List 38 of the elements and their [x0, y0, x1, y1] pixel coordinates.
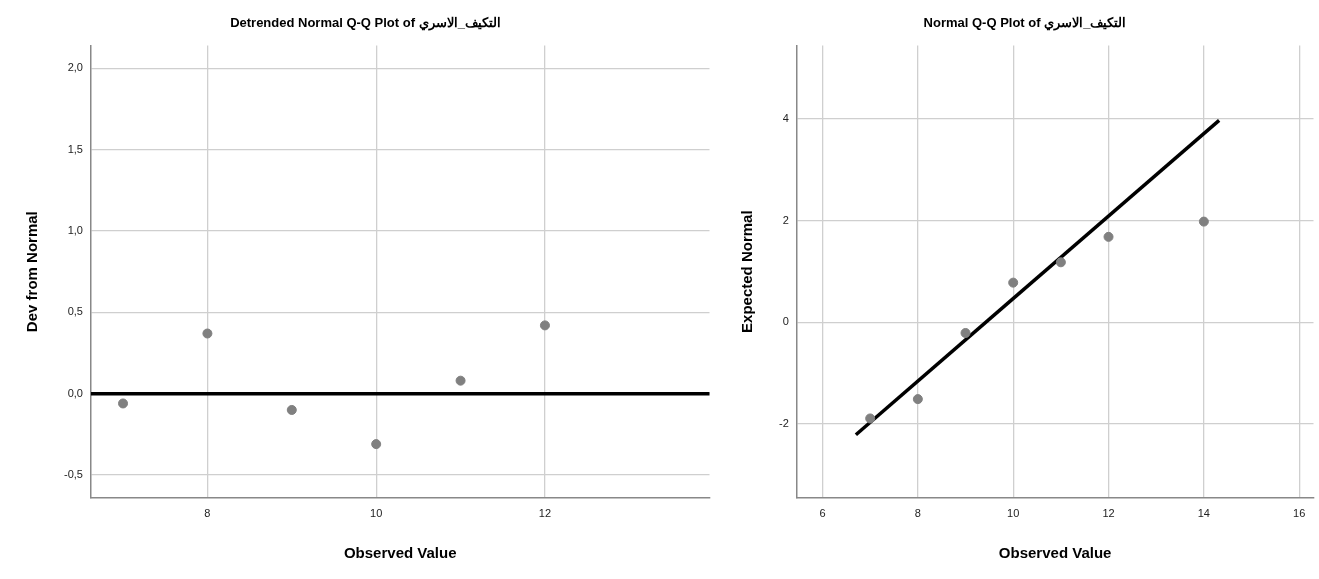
y-tick-label: -2 [779, 417, 789, 430]
y-tick-label: 0,0 [67, 386, 83, 399]
point [960, 327, 971, 338]
x-tick-label: 12 [1102, 507, 1115, 520]
y-tick-label: 2 [782, 213, 789, 226]
point [1198, 216, 1209, 227]
y-axis-title: Dev from Normal [23, 211, 41, 333]
y-axis-title: Expected Normal [738, 210, 756, 333]
y-tick-label: 2,0 [67, 61, 83, 74]
chart-title: Normal Q-Q Plot of التكيف_الاسري [923, 15, 1127, 32]
x-tick-label: 14 [1197, 507, 1210, 520]
point [865, 413, 876, 424]
point [1008, 277, 1019, 288]
y-tick-label: -0,5 [63, 468, 83, 481]
x-tick-label: 12 [538, 507, 552, 520]
y-tick-label: 4 [782, 111, 789, 124]
x-axis-title: Observed Value [998, 544, 1112, 562]
point [455, 375, 466, 386]
point [539, 320, 550, 331]
point [1055, 257, 1066, 268]
y-tick-label: 0 [782, 315, 789, 328]
y-tick-label: 1,5 [67, 142, 83, 155]
x-axis-title: Observed Value [343, 544, 457, 562]
chart-title: Detrended Normal Q-Q Plot of التكيف_الاسري [230, 15, 501, 32]
point [286, 404, 297, 415]
point [912, 394, 923, 405]
point [1103, 231, 1114, 242]
x-tick-label: 16 [1293, 507, 1306, 520]
point [202, 328, 213, 339]
point [371, 439, 382, 450]
y-tick-label: 1,0 [67, 224, 83, 237]
x-tick-label: 6 [819, 507, 826, 520]
x-tick-label: 8 [914, 507, 921, 520]
y-tick-label: 0,5 [67, 305, 83, 318]
x-tick-label: 8 [204, 507, 211, 520]
point [118, 398, 129, 409]
x-tick-label: 10 [370, 507, 383, 520]
x-tick-label: 10 [1007, 507, 1020, 520]
